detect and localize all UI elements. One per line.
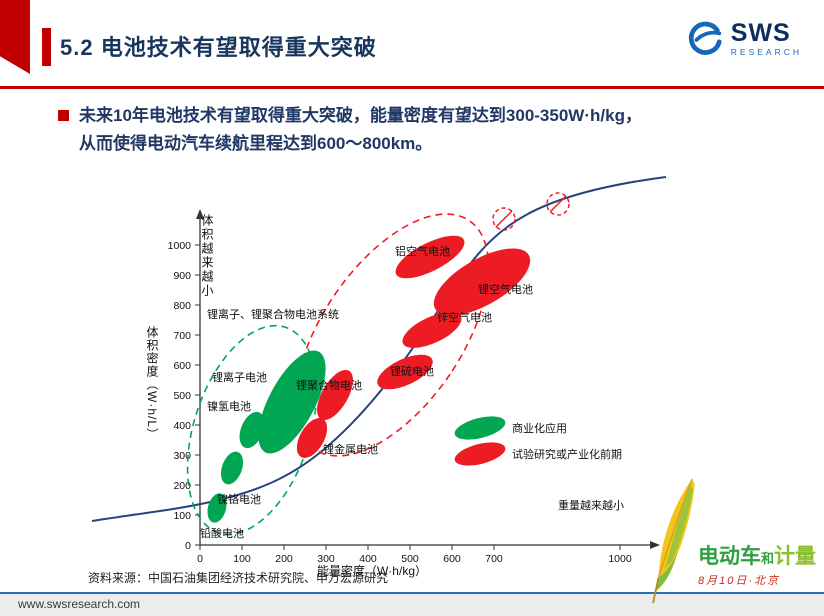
li-sulfur-ellipse [377, 354, 433, 390]
event-logo: 电动车和计量 8月10日·北京 [640, 466, 818, 614]
page-title: 5.2 电池技术有望取得重大突破 [60, 35, 377, 60]
bullet-square-icon [58, 110, 69, 121]
corner-ribbon [0, 0, 30, 74]
y-tick-label: 300 [173, 450, 191, 462]
event-title-part1: 电动车 [698, 545, 761, 568]
x-axis-title: 能量密度（W·h/kg） [317, 563, 427, 578]
y-tick-label: 0 [185, 540, 191, 552]
y-tick-label: 600 [173, 360, 191, 372]
bottom-bar: www.swsresearch.com [0, 592, 824, 616]
sws-logo-sub: RESEARCH [730, 47, 802, 58]
y-tick-label: 800 [173, 300, 191, 312]
sws-logo: SWS RESEARCH [686, 20, 802, 58]
bullet-line-1: 未来10年电池技术有望取得重大突破，能量密度有望达到300-350W·h/kg， [79, 106, 642, 125]
lead-acid-label: 铅酸电池 [200, 526, 244, 540]
x-axis-note: 重量越来越小 [558, 498, 624, 512]
legend: 商业化应用 试验研究或产业化前期 [454, 416, 622, 466]
legend-experimental-label: 试验研究或产业化前期 [512, 447, 622, 461]
header-rule [0, 86, 824, 89]
event-title-part2: 和 [761, 551, 775, 566]
x-tick-label: 700 [485, 553, 503, 565]
y-tick-label: 700 [173, 330, 191, 342]
y-axis-title: 体积密度（W·h/L） [145, 326, 159, 442]
x-tick-label: 500 [401, 553, 419, 565]
li-polymer-ellipse [317, 369, 353, 421]
y-axis-arrow-icon [196, 209, 204, 219]
x-tick-label: 0 [197, 553, 203, 565]
legend-commercial-label: 商业化应用 [512, 421, 567, 435]
future-marker-icon [546, 192, 570, 216]
title-accent-bar [42, 28, 51, 66]
trend-curve [91, 176, 667, 522]
event-date: 8月10日·北京 [698, 575, 781, 587]
x-tick-label: 100 [233, 553, 251, 565]
li-metal-ellipse [296, 418, 328, 458]
x-axis-arrow-icon [650, 541, 660, 549]
bullet-line-2: 从而使得电动汽车续航里程达到600～800km。 [79, 134, 433, 154]
sws-logo-icon [688, 21, 722, 55]
zn-air-label: 锌空气电池 [437, 310, 492, 324]
x-ticks: 0 100 200 300 400 500 600 700 1000 [197, 545, 632, 565]
li-air-label: 锂空气电池 [478, 282, 533, 296]
battery-technology-chart: 0 100 200 300 400 500 600 700 800 900 10… [91, 176, 667, 578]
event-title: 电动车和计量 [698, 546, 816, 567]
zn-air-ellipse [402, 312, 462, 348]
y-tick-label: 100 [173, 510, 191, 522]
y-tick-label: 1000 [168, 240, 192, 252]
li-air-ellipse [433, 248, 531, 316]
y-tick-label: 900 [173, 270, 191, 282]
system-annotation: 锂离子、锂聚合物电池系统 [207, 307, 339, 321]
x-tick-label: 400 [359, 553, 377, 565]
future-marker-icon [492, 207, 516, 231]
legend-experimental-swatch [454, 442, 506, 466]
li-polymer-label: 锂聚合物电池 [296, 378, 362, 392]
x-tick-label: 200 [275, 553, 293, 565]
bullet-item: 未来10年电池技术有望取得重大突破，能量密度有望达到300-350W·h/kg，… [58, 102, 806, 158]
y-tick-label: 400 [173, 420, 191, 432]
li-metal-label: 锂金属电池 [323, 442, 378, 456]
li-ion-ellipse [258, 350, 326, 454]
li-sulfur-label: 锂硫电池 [390, 364, 434, 378]
y-tick-label: 500 [173, 390, 191, 402]
x-tick-label: 1000 [608, 553, 632, 565]
x-tick-label: 300 [317, 553, 335, 565]
y-tick-label: 200 [173, 480, 191, 492]
experimental-group-dashed-outline [294, 213, 490, 457]
y-ticks: 0 100 200 300 400 500 600 700 800 900 10… [168, 240, 200, 552]
legend-commercial-swatch [454, 416, 506, 440]
nimh-ellipse [239, 411, 265, 449]
al-air-label: 铝空气电池 [395, 244, 450, 258]
nimh-label: 镍氢电池 [207, 399, 251, 413]
event-title-part3: 计量 [774, 545, 817, 568]
li-ion-label: 锂离子电池 [212, 370, 267, 384]
lead-acid-ellipse [207, 493, 227, 523]
source-note: 资料来源：中国石油集团经济技术研究院、申万宏源研究 [88, 571, 389, 585]
x-tick-label: 600 [443, 553, 461, 565]
al-air-ellipse [395, 235, 465, 279]
bullet-text: 未来10年电池技术有望取得重大突破，能量密度有望达到300-350W·h/kg，… [79, 102, 642, 158]
feather-icon [652, 478, 695, 604]
website-url: www.swsresearch.com [18, 597, 141, 611]
y-axis-note: 体积越来越小 [200, 214, 214, 298]
nicd-ellipse [220, 451, 244, 485]
sws-logo-name: SWS [730, 19, 791, 48]
nicd-label: 镍铬电池 [217, 492, 261, 506]
